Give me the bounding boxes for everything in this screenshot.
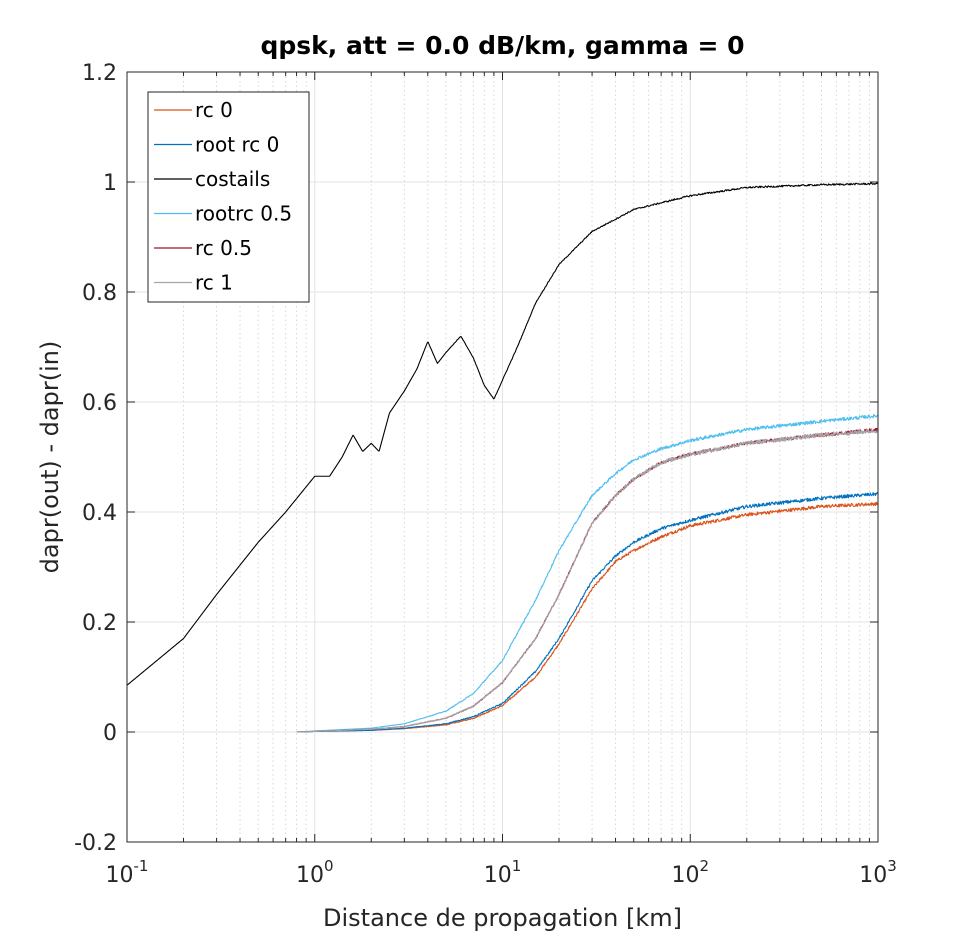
y-tick-label: 0.2 bbox=[82, 611, 117, 636]
x-tick-base: 10 bbox=[671, 863, 699, 888]
legend-label: rootrc 0.5 bbox=[195, 202, 292, 226]
series-line-1 bbox=[296, 492, 879, 733]
axis-ticks bbox=[126, 71, 879, 843]
legend-label: rc 0.5 bbox=[195, 236, 252, 260]
chart-title: qpsk, att = 0.0 dB/km, gamma = 0 bbox=[260, 31, 744, 60]
y-tick-label: 0.6 bbox=[82, 391, 117, 416]
y-tick-label: 1 bbox=[103, 171, 117, 196]
y-tick-label: -0.2 bbox=[74, 831, 117, 856]
x-tick-base: 10 bbox=[859, 863, 887, 888]
legend-label: root rc 0 bbox=[195, 133, 279, 157]
x-tick-exponent: 0 bbox=[324, 857, 334, 875]
series-line-2 bbox=[126, 182, 879, 686]
series-line-5 bbox=[296, 428, 879, 733]
x-tick-label: 101 bbox=[484, 857, 522, 888]
x-tick-exponent: -1 bbox=[134, 857, 149, 875]
y-tick-label: 0 bbox=[103, 721, 117, 746]
legend-label: costails bbox=[195, 167, 270, 191]
y-tick-label: 0.8 bbox=[82, 281, 117, 306]
x-tick-base: 10 bbox=[106, 863, 134, 888]
y-axis-label: dapr(out) - dapr(in) bbox=[36, 341, 64, 574]
y-tick-labels: -0.2 0 0.2 0.4 0.6 0.8 1 1.2 bbox=[74, 61, 117, 856]
y-tick-label: 0.4 bbox=[82, 501, 117, 526]
x-axis-label: Distance de propagation [km] bbox=[323, 904, 682, 932]
x-tick-exponent: 2 bbox=[699, 857, 709, 875]
x-tick-labels: 10-1 100 101 102 103 bbox=[106, 857, 897, 888]
x-tick-base: 10 bbox=[296, 863, 324, 888]
x-tick-label: 102 bbox=[671, 857, 709, 888]
legend-box bbox=[147, 91, 310, 303]
legend: rc 0 root rc 0 costails rootrc 0.5 rc 0.5 rc … bbox=[147, 91, 310, 303]
y-tick-label: 1.2 bbox=[82, 61, 117, 86]
x-tick-exponent: 1 bbox=[512, 857, 522, 875]
x-tick-label: 103 bbox=[859, 857, 897, 888]
legend-label: rc 1 bbox=[195, 271, 233, 295]
x-tick-exponent: 3 bbox=[887, 857, 897, 875]
x-tick-label: 100 bbox=[296, 857, 334, 888]
x-tick-base: 10 bbox=[484, 863, 512, 888]
x-tick-label: 10-1 bbox=[106, 857, 149, 888]
legend-label: rc 0 bbox=[195, 98, 233, 122]
series-layer bbox=[126, 182, 879, 733]
series-line-3 bbox=[296, 414, 879, 733]
